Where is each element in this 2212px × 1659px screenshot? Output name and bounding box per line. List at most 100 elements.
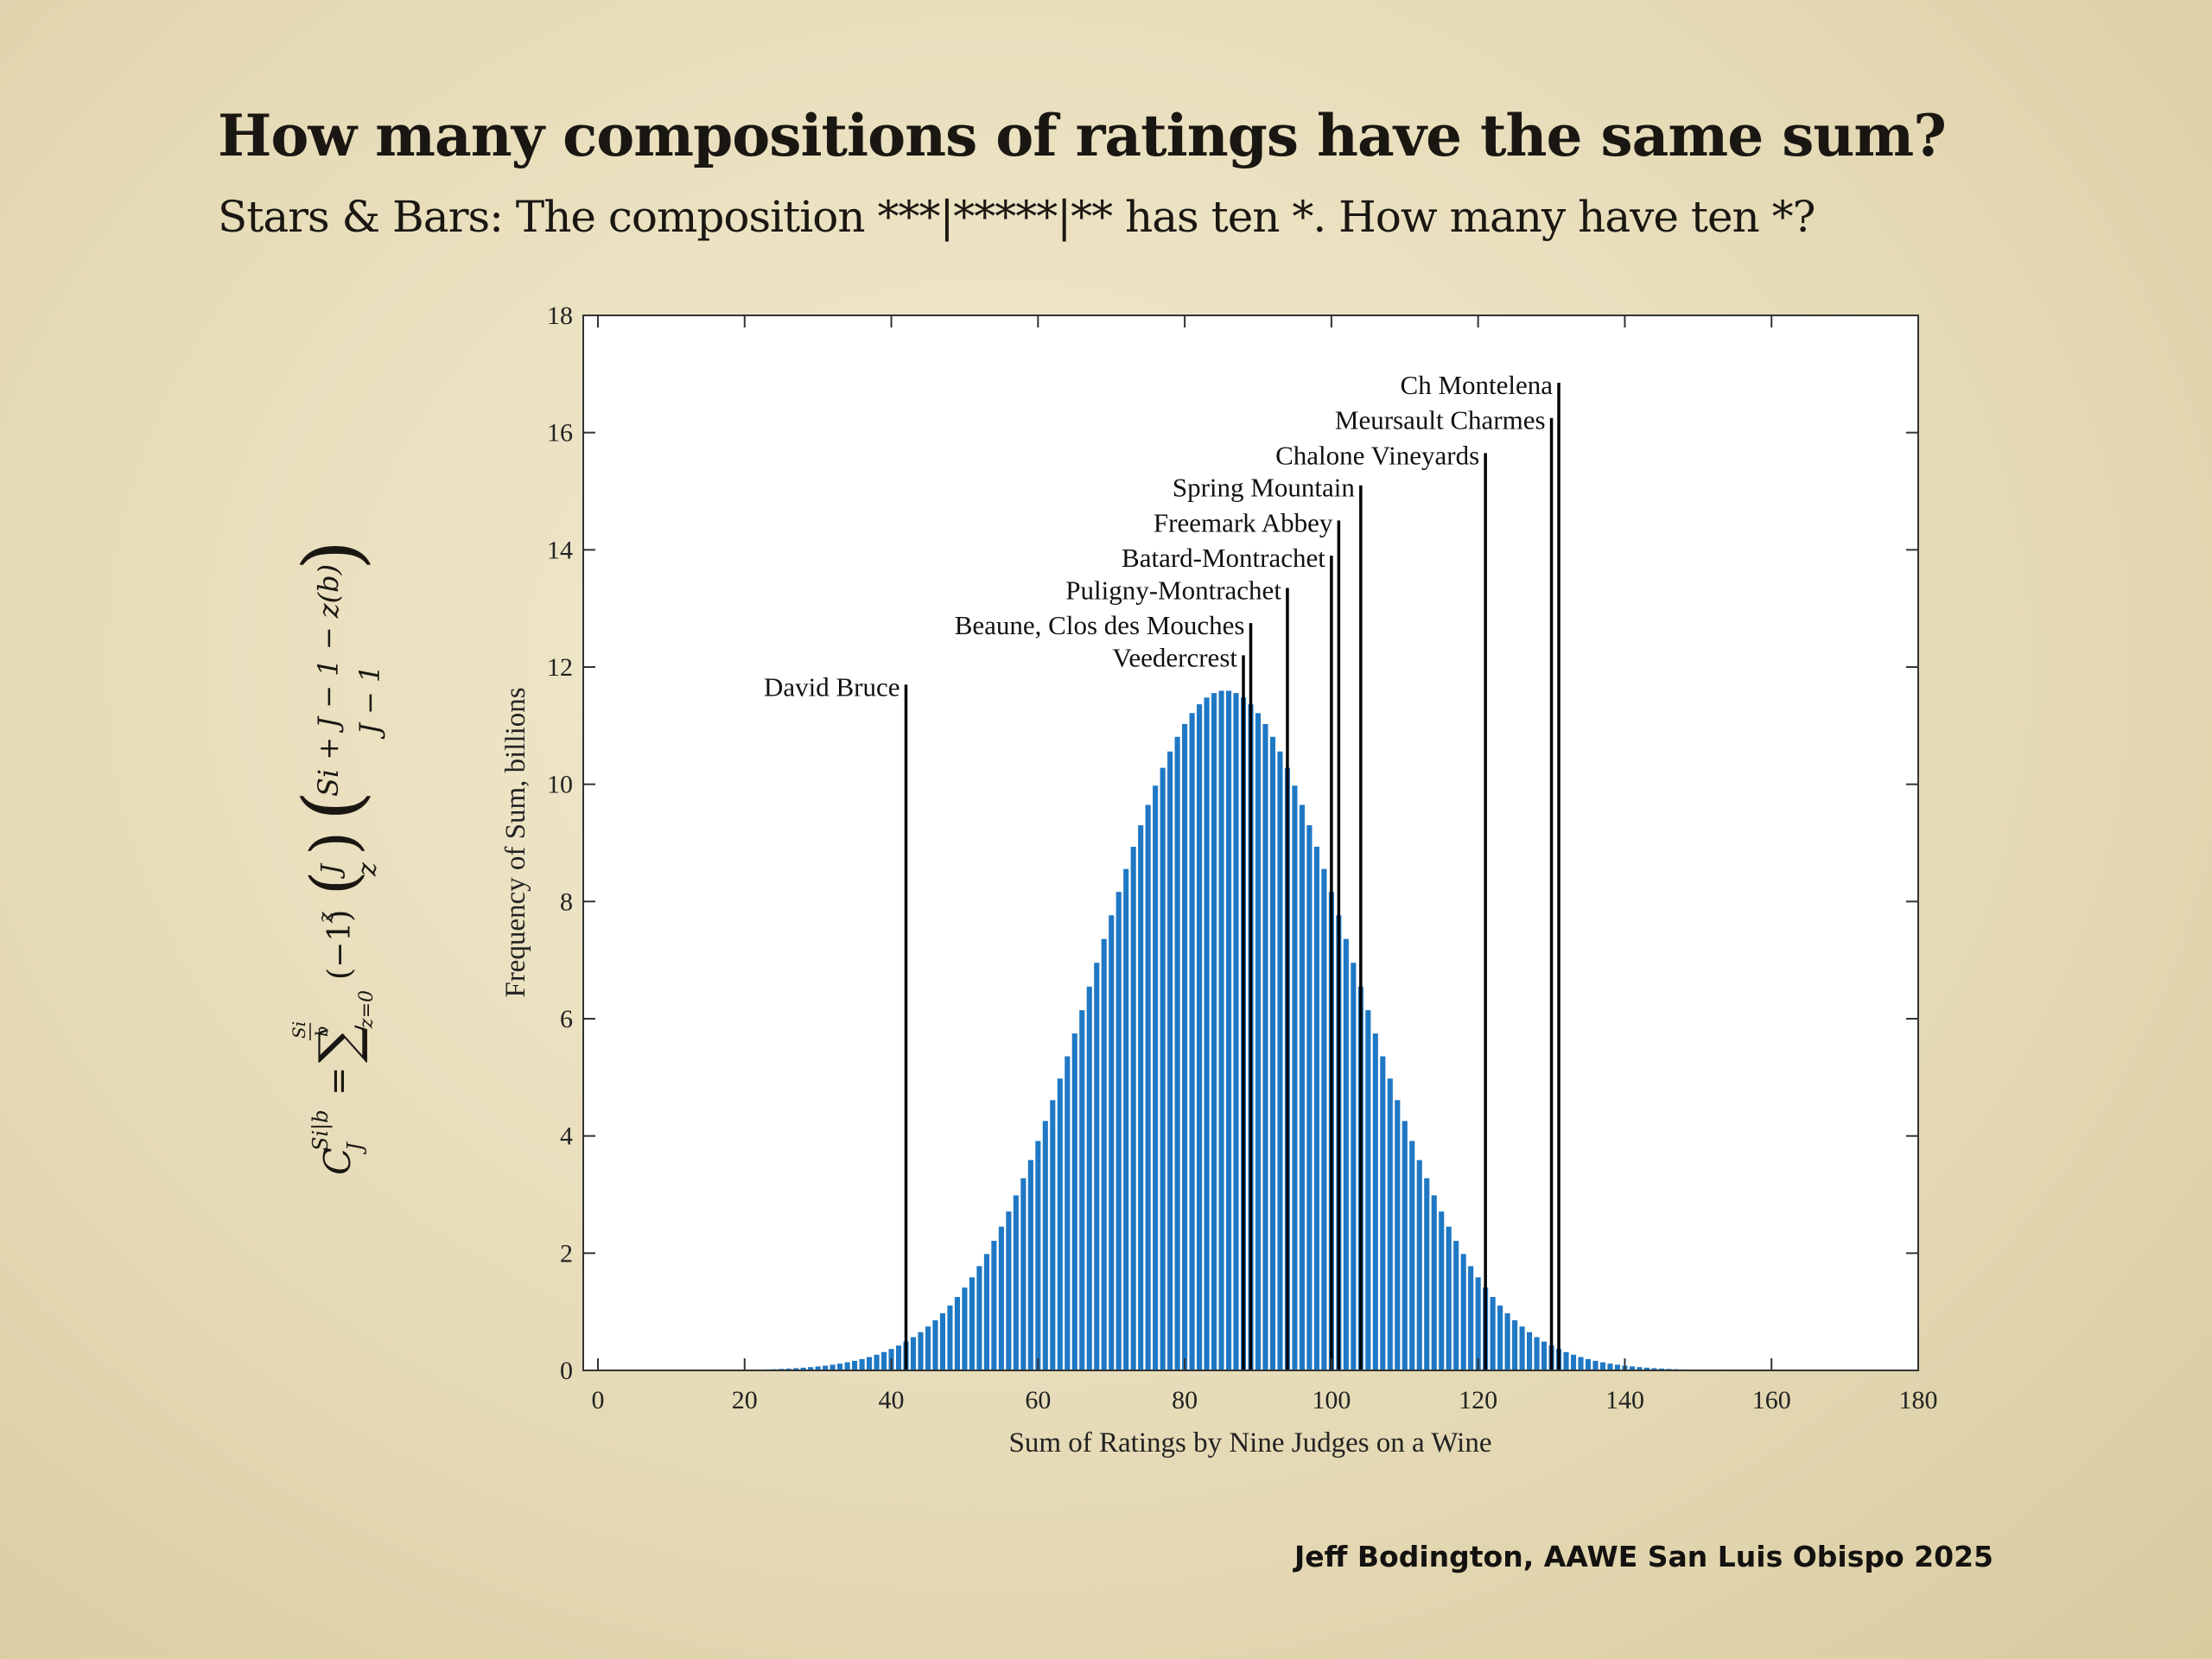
bar-111 — [1409, 1141, 1415, 1370]
bar-66 — [1079, 1010, 1085, 1370]
bar-83 — [1204, 697, 1210, 1370]
x-tick-label: 40 — [879, 1386, 905, 1414]
slide-title: How many compositions of ratings have th… — [218, 102, 1947, 169]
bar-79 — [1174, 736, 1180, 1370]
bar-135 — [1585, 1358, 1592, 1370]
bar-118 — [1460, 1254, 1466, 1370]
bar-54 — [991, 1241, 997, 1370]
bar-74 — [1138, 825, 1144, 1370]
bar-105 — [1365, 1010, 1371, 1370]
bar-56 — [1006, 1211, 1012, 1370]
bar-125 — [1512, 1319, 1518, 1370]
bar-34 — [844, 1362, 850, 1370]
x-tick-label: 100 — [1312, 1386, 1351, 1414]
bar-138 — [1607, 1363, 1613, 1370]
bar-33 — [837, 1363, 843, 1370]
compositions-formula: C Si|b J = ∑ Si b z=0 (−1) z ( J z ) ( S… — [287, 540, 386, 1175]
bar-120 — [1475, 1277, 1481, 1370]
bar-108 — [1387, 1078, 1393, 1370]
bar-78 — [1167, 751, 1173, 1370]
bar-81 — [1189, 713, 1195, 1370]
bar-132 — [1563, 1351, 1569, 1370]
bar-52 — [976, 1266, 982, 1370]
annotation-label: David Bruce — [764, 671, 900, 702]
bar-142 — [1637, 1367, 1643, 1370]
bar-96 — [1299, 804, 1305, 1370]
y-tick-label: 10 — [547, 771, 573, 799]
x-tick-label: 80 — [1172, 1386, 1198, 1414]
bar-38 — [874, 1354, 880, 1370]
bar-46 — [932, 1319, 938, 1370]
x-tick-label: 120 — [1459, 1386, 1497, 1414]
y-tick-label: 16 — [547, 419, 573, 448]
bar-57 — [1013, 1195, 1019, 1370]
bar-141 — [1629, 1366, 1635, 1370]
bar-92 — [1269, 736, 1276, 1370]
y-tick-label: 8 — [560, 887, 573, 916]
y-tick-label: 6 — [560, 1005, 573, 1033]
bar-71 — [1116, 892, 1122, 1370]
bar-115 — [1439, 1211, 1445, 1370]
bar-70 — [1109, 915, 1115, 1370]
bar-102 — [1343, 938, 1349, 1370]
formula-binom1-right: ) — [297, 831, 370, 855]
bar-76 — [1153, 785, 1159, 1370]
bar-139 — [1614, 1364, 1621, 1370]
axes: 0 20 40 60 80 100 120 140 160 180 0 2 4 6 8 10 12 14 16 18 — [547, 302, 1938, 1414]
bar-126 — [1519, 1326, 1525, 1370]
bar-28 — [800, 1367, 806, 1370]
formula-binom2-bottom: J − 1 — [353, 665, 386, 740]
plot-frame — [582, 315, 1919, 1371]
annotation-label: Puligny-Montrachet — [1065, 575, 1281, 605]
x-axis-label: Sum of Ratings by Nine Judges on a Wine — [1008, 1427, 1491, 1459]
y-tick-label: 14 — [547, 536, 573, 564]
bar-41 — [895, 1345, 902, 1370]
bar-112 — [1416, 1160, 1422, 1370]
bar-119 — [1468, 1266, 1474, 1370]
x-tick-label: 0 — [591, 1386, 604, 1414]
bar-50 — [962, 1287, 968, 1370]
bar-110 — [1402, 1121, 1408, 1370]
bar-99 — [1321, 868, 1327, 1370]
bar-45 — [925, 1326, 931, 1370]
wine-annotation-lines — [904, 383, 1560, 1370]
bar-37 — [867, 1357, 873, 1370]
bar-32 — [830, 1364, 836, 1370]
formula-binom2-right: ) — [287, 540, 378, 570]
formula-binom1-left: ( — [297, 871, 370, 895]
bar-133 — [1570, 1354, 1577, 1370]
y-tick-label: 0 — [560, 1357, 573, 1385]
bar-127 — [1527, 1332, 1533, 1370]
bar-59 — [1027, 1160, 1033, 1370]
formula-factor: (−1) — [322, 910, 358, 980]
bar-145 — [1658, 1368, 1664, 1370]
bar-36 — [859, 1358, 865, 1370]
bar-116 — [1446, 1226, 1452, 1370]
y-tick-label: 4 — [560, 1122, 573, 1151]
bar-64 — [1065, 1056, 1071, 1370]
bar-123 — [1497, 1305, 1503, 1370]
bar-103 — [1351, 963, 1357, 1370]
bar-122 — [1490, 1297, 1496, 1370]
formula-lhs: C — [316, 1147, 359, 1175]
bar-98 — [1313, 846, 1319, 1370]
bar-75 — [1145, 804, 1151, 1370]
bar-29 — [808, 1367, 814, 1370]
bar-47 — [939, 1313, 946, 1370]
y-tick-label: 12 — [547, 653, 573, 682]
bar-65 — [1071, 1033, 1077, 1370]
bar-48 — [947, 1305, 953, 1370]
bar-72 — [1123, 868, 1129, 1370]
bar-85 — [1218, 690, 1224, 1370]
bar-106 — [1372, 1033, 1378, 1370]
bar-69 — [1101, 938, 1107, 1370]
bar-27 — [793, 1368, 799, 1370]
annotation-label: Meursault Charmes — [1335, 405, 1546, 435]
bar-30 — [815, 1366, 821, 1370]
bar-60 — [1035, 1141, 1041, 1370]
bar-107 — [1380, 1056, 1386, 1370]
bar-63 — [1057, 1078, 1063, 1370]
formula-factor-exp: z — [314, 912, 338, 924]
bar-144 — [1651, 1368, 1657, 1370]
x-tick-label: 20 — [732, 1386, 758, 1414]
